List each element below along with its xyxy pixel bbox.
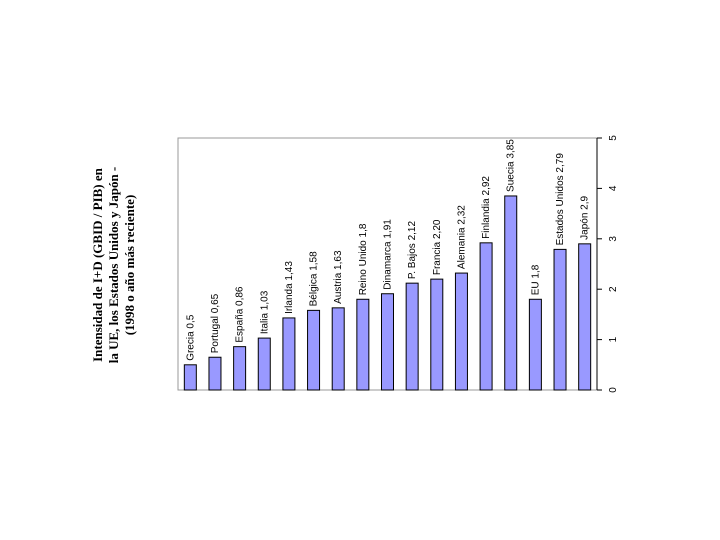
bar-label: España 0,86 xyxy=(235,286,246,343)
bar xyxy=(479,242,493,391)
bar xyxy=(454,272,468,391)
bar-label: Japón 2,9 xyxy=(580,195,591,239)
bar-label: Italia 1,03 xyxy=(259,290,270,334)
chart-title: Intensidad de I+D (GBID / PIB) en xyxy=(90,167,105,362)
bar-label: EU 1,8 xyxy=(530,264,541,295)
chart-title: la UE, los Estados Unidos y Japón - xyxy=(106,167,121,364)
bar-label: Reino Unido 1,8 xyxy=(358,223,369,295)
bar-label: Alemania 2,32 xyxy=(456,205,467,269)
bar-label: Estados Unidos 2,79 xyxy=(555,153,566,246)
bar xyxy=(356,298,370,391)
chart-title: (1998 o año más reciente) xyxy=(122,195,137,336)
bar-label: Finlandia 2,92 xyxy=(481,176,492,239)
bar-label: Austria 1,63 xyxy=(333,250,344,304)
bar xyxy=(183,364,197,391)
bar-label: Suecia 3,85 xyxy=(506,139,517,192)
bar xyxy=(405,282,419,391)
y-tick-label: 3 xyxy=(608,236,619,242)
bar xyxy=(257,337,271,391)
bar xyxy=(282,317,296,391)
bar xyxy=(578,243,592,391)
y-tick-label: 1 xyxy=(608,336,619,342)
bar xyxy=(233,346,247,391)
bar-label: Dinamarca 1,91 xyxy=(383,219,394,290)
bar-label: Francia 2,20 xyxy=(432,219,443,275)
y-tick-label: 2 xyxy=(608,286,619,292)
bar-label: Grecia 0,5 xyxy=(185,314,196,361)
y-tick-label: 5 xyxy=(608,135,619,141)
bar xyxy=(528,298,542,391)
y-tick-label: 0 xyxy=(608,387,619,393)
bar-label: Portugal 0,65 xyxy=(210,293,221,353)
bar xyxy=(208,356,222,391)
bar xyxy=(553,248,567,391)
bar xyxy=(504,195,518,391)
bar-label: Irlanda 1,43 xyxy=(284,261,295,314)
bar xyxy=(307,309,321,391)
bar-label: Bélgica 1,58 xyxy=(309,251,320,306)
bar-label: P. Bajos 2,12 xyxy=(407,221,418,280)
y-tick-label: 4 xyxy=(608,185,619,191)
bar xyxy=(331,307,345,391)
bar xyxy=(430,278,444,391)
bar xyxy=(381,293,394,391)
